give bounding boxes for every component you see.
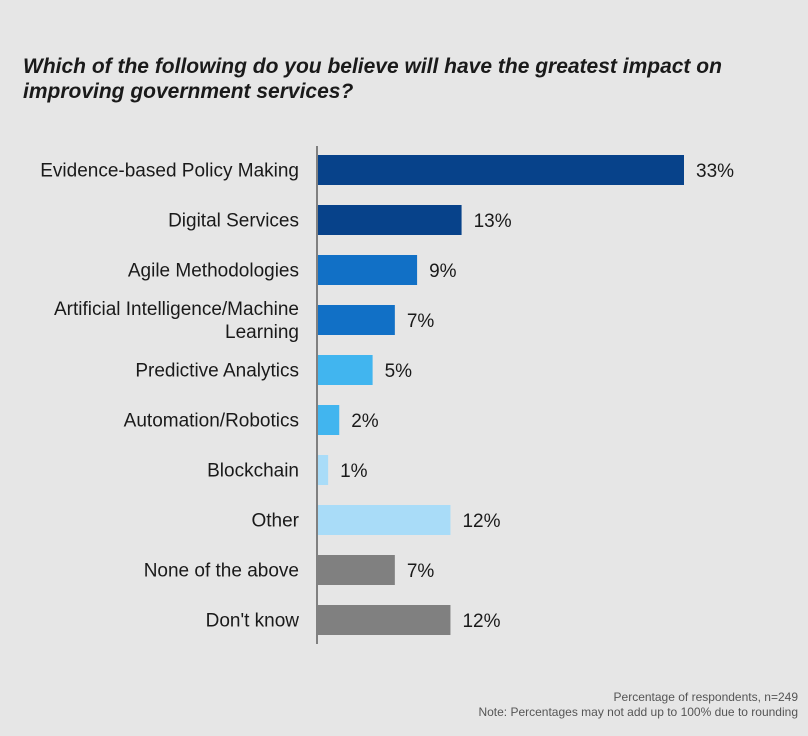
value-label-artificial-intelligence-machine-learning: 7% xyxy=(407,311,435,332)
bar-don-t-know xyxy=(317,605,451,635)
footnote-rounding: Note: Percentages may not add up to 100%… xyxy=(478,705,798,719)
category-label-digital-services: Digital Services xyxy=(168,211,299,232)
category-label-automation-robotics: Automation/Robotics xyxy=(124,411,299,432)
value-label-other: 12% xyxy=(462,511,500,532)
bar-automation-robotics xyxy=(317,405,340,435)
bar-predictive-analytics xyxy=(317,355,373,385)
value-label-digital-services: 13% xyxy=(474,211,512,232)
category-label-artificial-intelligence-machine-learning: Artificial Intelligence/Machine Learning xyxy=(54,299,299,343)
bar-agile-methodologies xyxy=(317,255,418,285)
category-label-none-of-the-above: None of the above xyxy=(144,561,299,582)
value-label-agile-methodologies: 9% xyxy=(429,261,457,282)
bar-blockchain xyxy=(317,455,329,485)
bar-digital-services xyxy=(317,205,462,235)
category-label-blockchain: Blockchain xyxy=(207,461,299,482)
category-label-evidence-based-policy-making: Evidence-based Policy Making xyxy=(40,161,299,182)
value-label-blockchain: 1% xyxy=(340,461,368,482)
value-label-don-t-know: 12% xyxy=(462,611,500,632)
category-label-don-t-know: Don't know xyxy=(206,611,300,632)
value-label-none-of-the-above: 7% xyxy=(407,561,435,582)
value-label-automation-robotics: 2% xyxy=(351,411,379,432)
category-label-agile-methodologies: Agile Methodologies xyxy=(128,261,299,282)
bar-other xyxy=(317,505,451,535)
footnote-respondents: Percentage of respondents, n=249 xyxy=(613,690,798,704)
value-label-predictive-analytics: 5% xyxy=(385,361,413,382)
category-label-other: Other xyxy=(251,511,299,532)
bar-artificial-intelligence-machine-learning xyxy=(317,305,395,335)
bar-evidence-based-policy-making xyxy=(317,155,684,185)
bar-none-of-the-above xyxy=(317,555,395,585)
value-label-evidence-based-policy-making: 33% xyxy=(696,161,734,182)
chart-title: Which of the following do you believe wi… xyxy=(23,55,722,103)
category-label-predictive-analytics: Predictive Analytics xyxy=(135,361,299,382)
